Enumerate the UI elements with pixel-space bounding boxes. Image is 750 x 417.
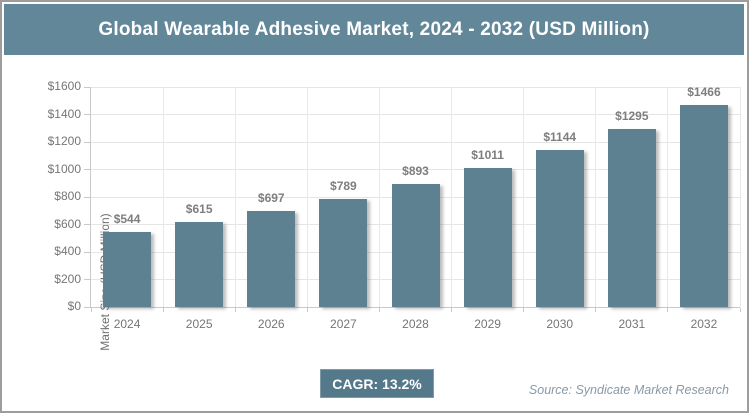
bar-value-label: $1295 xyxy=(615,108,649,123)
x-axis-category-label: 2026 xyxy=(257,317,285,331)
x-axis-category-label: 2032 xyxy=(690,317,718,331)
vertical-gridline xyxy=(378,87,380,307)
x-axis-tick xyxy=(90,308,92,312)
bar-2025 xyxy=(175,222,224,307)
x-axis-category-label: 2030 xyxy=(546,317,574,331)
x-axis-tick xyxy=(378,308,380,312)
x-axis-tick xyxy=(523,308,525,312)
y-axis-tick xyxy=(84,141,90,143)
bar-value-label: $544 xyxy=(113,212,141,227)
y-axis-tick-label: $400 xyxy=(54,244,81,258)
vertical-gridline xyxy=(306,87,308,307)
vertical-gridline xyxy=(234,87,236,307)
vertical-gridline xyxy=(667,87,669,307)
x-axis-tick xyxy=(739,308,741,312)
x-axis-tick xyxy=(451,308,453,312)
x-axis-tick xyxy=(667,308,669,312)
bar-value-label: $893 xyxy=(402,164,429,179)
y-axis-tick-label: $1600 xyxy=(47,79,81,93)
y-axis-tick-label: $1400 xyxy=(47,106,81,121)
x-axis-tick xyxy=(306,308,308,312)
y-axis-tick-label: $1200 xyxy=(47,134,81,148)
y-axis-tick xyxy=(84,86,90,88)
y-axis-tick-label: $800 xyxy=(54,189,81,203)
x-axis-tick xyxy=(595,308,597,312)
bar-value-label: $697 xyxy=(257,191,285,206)
bar-2032 xyxy=(679,105,728,307)
plot-area: Market Size (USD Million) $0$200$400$600… xyxy=(48,79,741,351)
x-axis-category-label: 2031 xyxy=(618,317,646,331)
y-axis-tick xyxy=(84,251,90,253)
vertical-gridline xyxy=(162,87,164,307)
x-axis-category-label: 2025 xyxy=(185,317,213,331)
x-axis-category-label: 2029 xyxy=(474,317,501,331)
y-axis-tick xyxy=(84,279,90,280)
bar-2029 xyxy=(463,168,512,307)
bar-value-label: $615 xyxy=(185,202,213,217)
cagr-label: CAGR: 13.2% xyxy=(332,375,422,392)
y-axis-tick xyxy=(84,169,90,170)
bar-value-label: $1011 xyxy=(471,147,504,162)
bar-value-label: $789 xyxy=(330,178,357,193)
y-axis-tick-label: $0 xyxy=(67,299,81,313)
y-axis-tick-label: $1000 xyxy=(47,161,81,176)
chart-title-band: Global Wearable Adhesive Market, 2024 - … xyxy=(4,4,744,55)
x-axis-category-label: 2024 xyxy=(113,317,141,331)
bar-2027 xyxy=(319,198,368,307)
bar-2031 xyxy=(607,128,656,307)
bar-2024 xyxy=(103,232,152,307)
bar-2030 xyxy=(535,149,584,307)
vertical-gridline xyxy=(595,87,597,307)
y-axis-tick xyxy=(84,306,90,308)
x-axis-category-label: 2027 xyxy=(330,317,357,331)
bar-2028 xyxy=(391,184,440,307)
bar-2026 xyxy=(247,211,296,307)
x-axis-tick xyxy=(162,308,164,312)
vertical-gridline xyxy=(739,87,741,307)
y-axis-tick-label: $200 xyxy=(54,271,81,286)
vertical-gridline xyxy=(451,87,453,307)
bar-value-label: $1466 xyxy=(687,85,721,100)
y-axis-tick xyxy=(84,224,90,225)
horizontal-gridline xyxy=(91,86,740,88)
source-attribution: Source: Syndicate Market Research xyxy=(528,383,729,397)
y-axis-tick-label: $600 xyxy=(54,216,81,231)
horizontal-gridline xyxy=(91,141,740,143)
x-axis-category-label: 2028 xyxy=(402,317,429,331)
horizontal-gridline xyxy=(91,169,740,170)
cagr-badge: CAGR: 13.2% xyxy=(320,369,434,398)
chart-title: Global Wearable Adhesive Market, 2024 - … xyxy=(98,18,650,40)
horizontal-gridline xyxy=(91,114,740,115)
x-axis-tick xyxy=(234,308,236,312)
y-axis-tick xyxy=(84,196,90,198)
bar-value-label: $1144 xyxy=(543,129,577,144)
vertical-gridline xyxy=(523,87,525,307)
y-axis-tick xyxy=(84,114,90,115)
